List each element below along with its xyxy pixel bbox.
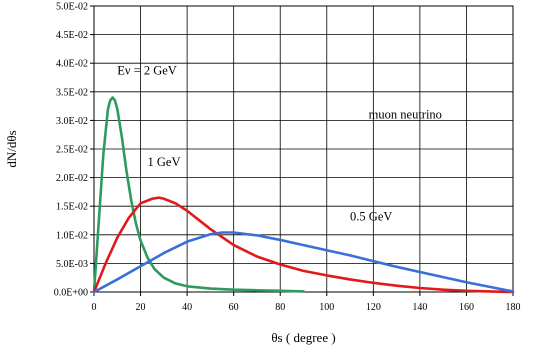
x-axis-title: θs ( degree ) [271,330,335,345]
grid [94,6,513,292]
axis-ticks: 0.0E+00 5.0E-03 1.0E-02 1.5E-02 2.0E-02 2.5E-… [54,2,521,314]
y-tick-label: 1.5E-02 [56,202,88,213]
x-tick-label: 160 [459,302,474,313]
y-tick-label: 2.0E-02 [56,173,88,184]
curve-annotation: muon neutrino [369,108,442,122]
x-tick-label: 80 [275,302,285,313]
y-axis-title: dN/dθs [4,130,19,167]
x-tick-label: 140 [412,302,427,313]
y-tick-label: 4.0E-02 [56,59,88,70]
curve-annotations: Eν = 2 GeV 1 GeV 0.5 GeV muon neutrino [117,64,442,224]
y-tick-label: 4.5E-02 [56,30,88,41]
y-tick-label: 1.0E-02 [56,230,88,241]
series-lines [92,96,515,294]
x-tick-label: 100 [319,302,334,313]
y-tick-label: 3.5E-02 [56,87,88,98]
x-tick-label: 60 [229,302,239,313]
x-tick-label: 180 [506,302,521,313]
y-tick-label: 2.5E-02 [56,145,88,156]
curve-annotation: 0.5 GeV [350,210,392,224]
x-tick-label: 120 [366,302,381,313]
curve-annotation: 1 GeV [148,155,181,169]
x-tick-label: 40 [182,302,192,313]
x-tick-label: 20 [136,302,146,313]
curve-annotation: Eν = 2 GeV [117,64,177,78]
y-tick-label: 5.0E-02 [56,2,88,13]
series-line-1 [92,196,515,294]
y-tick-label: 5.0E-03 [56,259,88,270]
series-line-2 [92,231,515,294]
x-tick-label: 0 [92,302,97,313]
y-tick-label: 0.0E+00 [54,288,88,299]
series-line-0 [92,96,305,294]
y-tick-label: 3.0E-02 [56,116,88,127]
